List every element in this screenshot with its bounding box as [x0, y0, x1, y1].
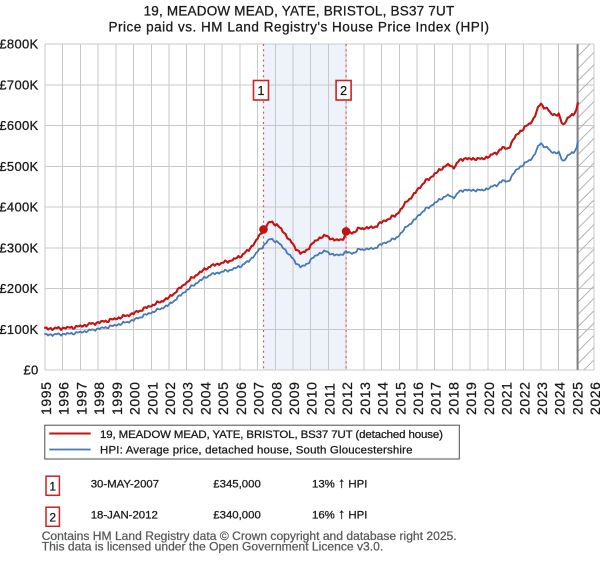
- svg-text:2026: 2026: [587, 381, 600, 415]
- svg-text:1996: 1996: [56, 381, 72, 415]
- svg-text:2013: 2013: [357, 381, 373, 415]
- svg-text:£800K: £800K: [0, 37, 39, 52]
- svg-text:£100K: £100K: [0, 322, 39, 337]
- svg-text:2011: 2011: [321, 382, 337, 415]
- svg-text:1: 1: [258, 84, 265, 98]
- svg-text:£600K: £600K: [0, 118, 39, 133]
- svg-text:2009: 2009: [286, 381, 302, 415]
- svg-text:18-JAN-2012: 18-JAN-2012: [91, 509, 158, 521]
- svg-text:30-MAY-2007: 30-MAY-2007: [91, 478, 159, 490]
- svg-text:2025: 2025: [569, 381, 585, 415]
- svg-text:2022: 2022: [516, 381, 532, 415]
- svg-text:2014: 2014: [375, 381, 391, 415]
- svg-text:£200K: £200K: [0, 281, 39, 296]
- svg-text:2017: 2017: [428, 381, 444, 415]
- svg-text:19, MEADOW MEAD, YATE, BRISTOL: 19, MEADOW MEAD, YATE, BRISTOL, BS37 7UT…: [100, 429, 443, 441]
- svg-text:2006: 2006: [233, 381, 249, 415]
- svg-text:13% ↑ HPI: 13% ↑ HPI: [312, 475, 367, 491]
- svg-text:2003: 2003: [180, 381, 196, 415]
- svg-text:1: 1: [49, 480, 56, 494]
- svg-text:£400K: £400K: [0, 200, 39, 215]
- svg-text:2024: 2024: [552, 381, 568, 415]
- svg-text:£300K: £300K: [0, 240, 39, 255]
- svg-text:£500K: £500K: [0, 159, 39, 174]
- svg-text:2: 2: [49, 511, 56, 525]
- svg-text:2008: 2008: [268, 381, 284, 415]
- svg-text:16% ↑ HPI: 16% ↑ HPI: [312, 506, 367, 522]
- svg-text:2007: 2007: [251, 381, 267, 415]
- svg-text:Price paid vs. HM Land Registr: Price paid vs. HM Land Registry's House …: [108, 19, 489, 34]
- svg-text:£700K: £700K: [0, 77, 39, 92]
- svg-text:2015: 2015: [392, 381, 408, 415]
- svg-text:2021: 2021: [499, 381, 515, 415]
- svg-text:2023: 2023: [534, 381, 550, 415]
- svg-text:2018: 2018: [445, 381, 461, 415]
- svg-text:2016: 2016: [410, 381, 426, 415]
- svg-text:£0: £0: [23, 363, 38, 378]
- svg-text:2005: 2005: [215, 381, 231, 415]
- svg-text:1998: 1998: [91, 381, 107, 415]
- svg-text:2001: 2001: [144, 381, 160, 415]
- svg-text:£340,000: £340,000: [213, 509, 261, 521]
- svg-text:2002: 2002: [162, 381, 178, 415]
- svg-text:2012: 2012: [339, 381, 355, 415]
- svg-text:2010: 2010: [304, 381, 320, 415]
- svg-text:2: 2: [340, 84, 347, 98]
- svg-text:£345,000: £345,000: [213, 478, 261, 490]
- svg-text:1999: 1999: [109, 381, 125, 415]
- svg-text:19, MEADOW MEAD, YATE, BRISTOL: 19, MEADOW MEAD, YATE, BRISTOL, BS37 7UT: [144, 4, 455, 19]
- svg-text:1995: 1995: [38, 381, 54, 415]
- svg-text:Contains HM Land Registry data: Contains HM Land Registry data © Crown c…: [42, 529, 457, 543]
- svg-text:This data is licensed under th: This data is licensed under the Open Gov…: [42, 540, 384, 554]
- svg-text:2019: 2019: [463, 381, 479, 415]
- svg-text:HPI: Average price, detached h: HPI: Average price, detached house, Sout…: [100, 445, 413, 457]
- svg-text:2020: 2020: [481, 381, 497, 415]
- svg-text:2004: 2004: [197, 381, 213, 415]
- svg-text:2000: 2000: [127, 381, 143, 415]
- svg-text:1997: 1997: [73, 381, 89, 415]
